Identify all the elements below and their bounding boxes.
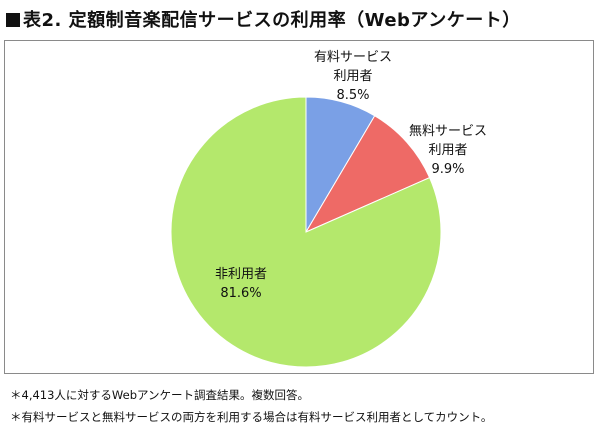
- pie-labels: 有料サービス利用者 8.5%無料サービス利用者 9.9%非利用者 81.6%: [215, 50, 487, 301]
- title-square-icon: [6, 13, 20, 27]
- footnotes: ＊4,413人に対するWebアンケート調査結果。複数回答。 ＊有料サービスと無料…: [10, 384, 594, 428]
- footnote-2: ＊有料サービスと無料サービスの両方を利用する場合は有料サービス利用者としてカウン…: [10, 410, 493, 424]
- footnote-1: ＊4,413人に対するWebアンケート調査結果。複数回答。: [10, 388, 310, 402]
- slice-name-2-0: 非利用者: [215, 267, 267, 282]
- slice-label-2: 非利用者 81.6%: [215, 267, 267, 301]
- pie-slice-2: [170, 96, 442, 368]
- pie-chart: 有料サービス利用者 8.5%無料サービス利用者 9.9%非利用者 81.6%: [170, 50, 487, 368]
- chart-title: 表2. 定額制音楽配信サービスの利用率（Webアンケート）: [6, 6, 594, 32]
- slice-value-1: 9.9%: [431, 162, 464, 177]
- slice-name-0-1: 利用者: [333, 69, 372, 84]
- pie-slice-1: [304, 115, 431, 234]
- slice-name-0-0: 有料サービス: [314, 50, 392, 65]
- slice-label-0: 有料サービス利用者 8.5%: [314, 50, 392, 103]
- chart-frame: 有料サービス利用者 8.5% 無料サービス利用者 9.9% 非利用者 81.6%: [4, 40, 594, 374]
- slice-value-2: 81.6%: [220, 286, 261, 301]
- chart-title-text: 表2. 定額制音楽配信サービスの利用率（Webアンケート）: [23, 10, 521, 31]
- slice-label-1: 無料サービス利用者 9.9%: [409, 124, 487, 177]
- slice-value-0: 8.5%: [336, 88, 369, 103]
- slice-name-1-1: 利用者: [428, 143, 467, 158]
- pie-slices: [170, 96, 442, 368]
- slice-name-1-0: 無料サービス: [409, 124, 487, 139]
